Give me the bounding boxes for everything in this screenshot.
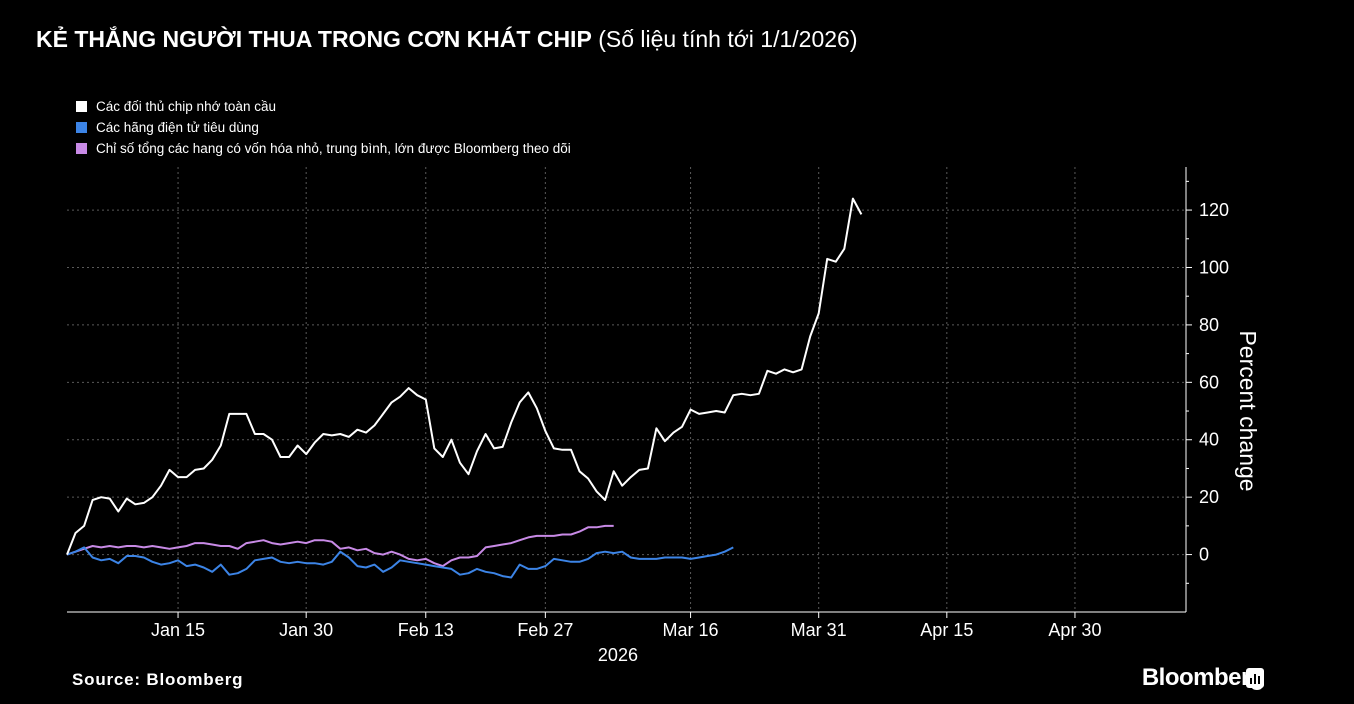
y-tick-label: 60: [1199, 372, 1219, 392]
x-tick-label: Mar 16: [663, 620, 719, 640]
x-tick-label: Mar 31: [791, 620, 847, 640]
y-tick-label: 40: [1199, 430, 1219, 450]
series-line-bloomberg-index: [66, 524, 614, 568]
legend-item-memory-chip: Các đối thủ chip nhớ toàn cầu: [76, 96, 571, 117]
legend-label-consumer-electronics: Các hãng điện tử tiêu dùng: [96, 120, 259, 135]
legend-swatch-bloomberg-index: [76, 143, 87, 154]
x-axis-label: 2026: [598, 645, 638, 665]
x-tick-label: Apr 30: [1048, 620, 1101, 640]
x-tick-label: Feb 27: [517, 620, 573, 640]
bloomberg-logo-text: Bloomberg: [1141, 664, 1265, 691]
y-tick-label: 100: [1199, 257, 1229, 277]
legend-swatch-consumer-electronics: [76, 122, 87, 133]
legend: Các đối thủ chip nhớ toàn cầu Các hãng đ…: [76, 96, 571, 159]
chart-title: KẺ THẮNG NGƯỜI THUA TRONG CƠN KHÁT CHIP …: [36, 26, 857, 53]
x-tick-label: Feb 13: [398, 620, 454, 640]
y-tick-label: 120: [1199, 200, 1229, 220]
legend-swatch-memory-chip: [76, 101, 87, 112]
legend-item-consumer-electronics: Các hãng điện tử tiêu dùng: [76, 117, 571, 138]
y-axis-label: Percent change: [1235, 330, 1261, 491]
x-tick-label: Jan 30: [279, 620, 333, 640]
legend-label-memory-chip: Các đối thủ chip nhớ toàn cầu: [96, 99, 276, 114]
bloomberg-chart-icon: [1246, 668, 1264, 688]
series-line-memory-chip: [66, 197, 863, 555]
chart-title-sub: (Số liệu tính tới 1/1/2026): [598, 26, 858, 52]
chart-title-main: KẺ THẮNG NGƯỜI THUA TRONG CƠN KHÁT CHIP: [36, 26, 592, 52]
x-tick-label: Jan 15: [151, 620, 205, 640]
x-tick-label: Apr 15: [920, 620, 973, 640]
series-line-consumer-electronics: [66, 546, 734, 579]
y-tick-label: 0: [1199, 545, 1209, 565]
legend-item-bloomberg-index: Chỉ số tổng các hang có vốn hóa nhỏ, tru…: [76, 138, 571, 159]
y-tick-label: 80: [1199, 315, 1219, 335]
source-note: Source: Bloomberg: [72, 670, 244, 689]
legend-label-bloomberg-index: Chỉ số tổng các hang có vốn hóa nhỏ, tru…: [96, 141, 571, 156]
y-tick-label: 20: [1199, 487, 1219, 507]
